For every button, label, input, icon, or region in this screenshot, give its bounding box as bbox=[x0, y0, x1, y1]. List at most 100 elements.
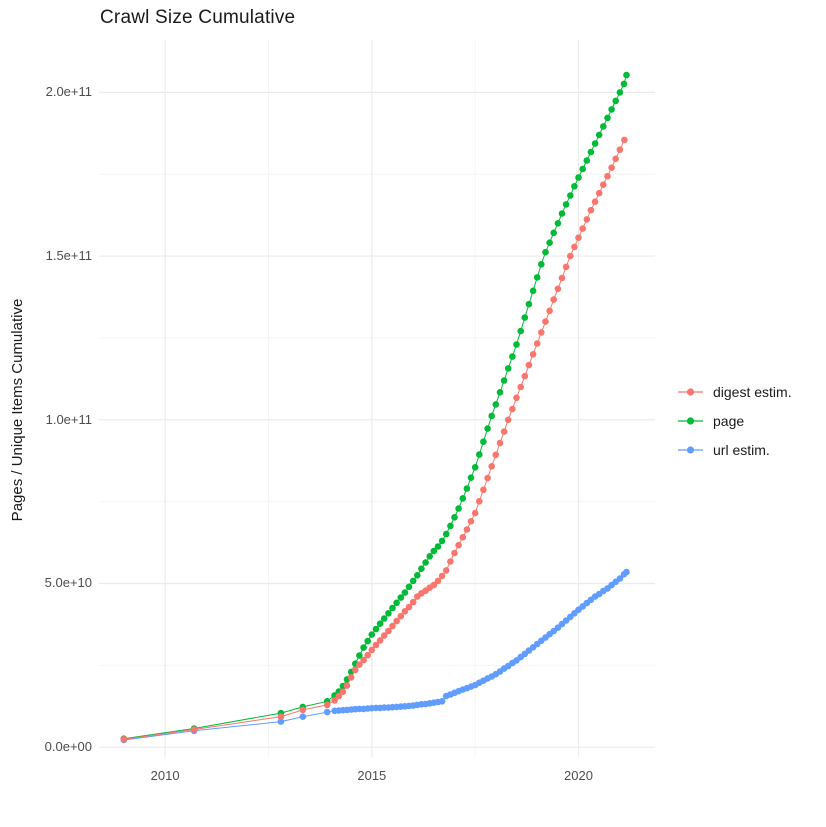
data-point-page bbox=[595, 131, 603, 139]
legend: digest estim. page url estim. bbox=[676, 377, 792, 464]
data-point-digest-estim bbox=[331, 697, 338, 704]
data-point-page bbox=[385, 610, 392, 617]
legend-key-point bbox=[686, 445, 695, 454]
data-point-page bbox=[451, 514, 458, 521]
data-point-page bbox=[513, 341, 520, 348]
data-point-digest-estim bbox=[529, 351, 537, 358]
data-point-digest-estim bbox=[604, 172, 611, 180]
data-point-page bbox=[571, 183, 578, 190]
data-point-digest-estim bbox=[509, 405, 516, 413]
data-point-url-estim bbox=[277, 718, 285, 725]
data-point-page bbox=[356, 652, 363, 659]
data-point-digest-estim bbox=[587, 206, 595, 214]
y-tick-label: 1.0e+11 bbox=[45, 411, 92, 427]
data-point-digest-estim bbox=[575, 234, 582, 241]
data-point-page bbox=[360, 644, 367, 651]
data-point-digest-estim bbox=[492, 451, 500, 459]
data-point-page bbox=[455, 505, 462, 512]
data-point-digest-estim bbox=[500, 428, 508, 435]
data-point-digest-estim bbox=[467, 518, 475, 525]
data-point-page bbox=[587, 148, 595, 156]
data-point-page bbox=[401, 589, 409, 596]
data-point-page bbox=[525, 300, 533, 308]
data-point-digest-estim bbox=[583, 216, 591, 223]
data-point-page bbox=[376, 620, 384, 627]
data-point-digest-estim bbox=[372, 641, 380, 649]
x-tick-label: 2015 bbox=[357, 768, 387, 783]
data-point-digest-estim bbox=[591, 198, 599, 205]
data-point-digest-estim bbox=[397, 612, 405, 620]
data-point-digest-estim bbox=[608, 164, 615, 171]
data-point-digest-estim bbox=[476, 498, 483, 505]
data-point-page bbox=[521, 314, 529, 321]
gridlines-major bbox=[99, 40, 655, 757]
plot-area bbox=[99, 40, 655, 757]
data-point-digest-estim bbox=[521, 372, 529, 380]
data-point-page bbox=[517, 327, 524, 335]
data-point-digest-estim bbox=[612, 155, 619, 163]
data-point-page bbox=[372, 625, 380, 633]
data-point-page bbox=[509, 353, 516, 360]
legend-key-icon bbox=[678, 387, 703, 396]
data-point-page bbox=[550, 229, 557, 237]
data-point-digest-estim bbox=[525, 361, 533, 369]
data-point-page bbox=[612, 97, 619, 105]
data-point-page bbox=[463, 485, 471, 492]
y-axis-title: Pages / Unique Items Cumulative bbox=[9, 298, 26, 522]
data-point-digest-estim bbox=[120, 736, 128, 743]
data-point-page bbox=[620, 80, 628, 88]
series-url-estim bbox=[120, 568, 630, 744]
data-point-digest-estim bbox=[595, 189, 603, 197]
legend-key-icon bbox=[678, 416, 703, 425]
data-point-digest-estim bbox=[480, 486, 487, 494]
legend-label: digest estim. bbox=[713, 383, 792, 400]
gridlines-minor bbox=[99, 40, 655, 757]
data-point-page bbox=[471, 464, 479, 471]
data-point-digest-estim bbox=[579, 225, 586, 232]
data-point-page bbox=[389, 604, 396, 612]
legend-item: digest estim. bbox=[676, 377, 792, 406]
data-point-digest-estim bbox=[405, 603, 413, 611]
data-point-digest-estim bbox=[471, 509, 479, 517]
data-point-digest-estim bbox=[542, 318, 549, 325]
data-point-digest-estim bbox=[554, 285, 562, 293]
chart-title: Crawl Size Cumulative bbox=[100, 7, 296, 28]
data-point-page bbox=[623, 71, 630, 79]
data-point-page bbox=[484, 425, 491, 432]
data-point-page bbox=[488, 412, 496, 420]
data-point-page bbox=[414, 572, 421, 579]
data-point-digest-estim bbox=[335, 692, 343, 700]
data-point-digest-estim bbox=[504, 416, 512, 424]
data-point-page bbox=[538, 261, 545, 268]
data-point-digest-estim bbox=[347, 674, 355, 681]
legend-key-point bbox=[686, 387, 695, 396]
data-point-digest-estim bbox=[339, 688, 347, 696]
data-point-digest-estim bbox=[277, 713, 285, 720]
data-point-page bbox=[447, 522, 454, 530]
legend-key-point bbox=[686, 416, 695, 425]
data-point-page bbox=[496, 389, 504, 396]
data-point-page bbox=[442, 530, 450, 538]
data-point-page bbox=[600, 123, 607, 130]
data-point-page bbox=[579, 165, 586, 173]
data-point-page bbox=[434, 543, 442, 550]
data-point-digest-estim bbox=[517, 383, 524, 391]
data-point-page bbox=[604, 114, 611, 122]
data-point-digest-estim bbox=[513, 394, 520, 402]
data-point-page bbox=[476, 451, 483, 458]
series-page bbox=[120, 71, 630, 742]
data-point-url-estim bbox=[616, 575, 624, 582]
data-point-digest-estim bbox=[323, 701, 331, 709]
data-point-digest-estim bbox=[546, 307, 553, 315]
data-point-digest-estim bbox=[616, 146, 624, 153]
legend-label: url estim. bbox=[713, 441, 770, 458]
data-point-digest-estim bbox=[571, 243, 578, 251]
data-point-digest-estim bbox=[488, 463, 496, 470]
data-point-digest-estim bbox=[442, 567, 450, 574]
data-point-digest-estim bbox=[385, 627, 392, 635]
data-point-url-estim bbox=[323, 708, 331, 716]
data-point-page bbox=[562, 201, 570, 208]
data-point-page bbox=[504, 365, 512, 372]
x-tick-label: 2010 bbox=[150, 768, 180, 783]
